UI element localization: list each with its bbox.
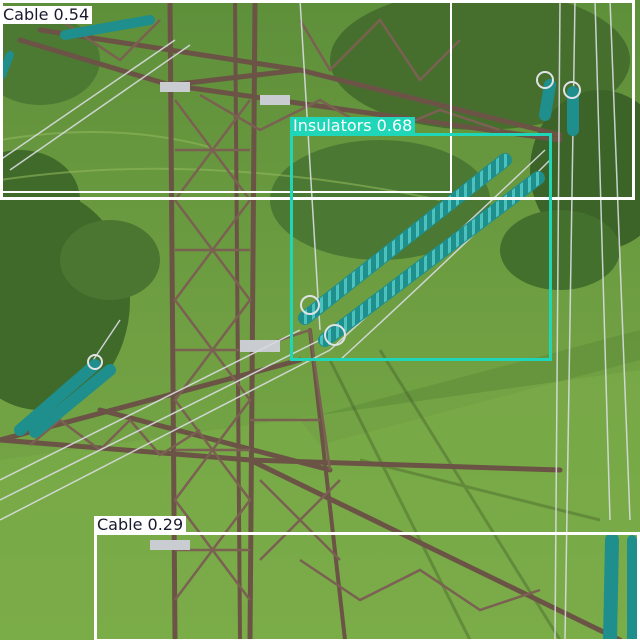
insulator-strings	[0, 15, 637, 640]
trees	[0, 0, 640, 410]
detection-box-cable-top-inner	[0, 0, 452, 193]
detection-label-cable-bottom: Cable 0.29	[94, 516, 187, 534]
detection-box-cable-bottom	[94, 532, 640, 640]
detection-label-cable-top: Cable 0.54	[0, 6, 93, 24]
detection-label-insulators: Insulators 0.68	[290, 117, 416, 135]
detection-box-insulators	[290, 133, 552, 361]
path-lines	[0, 131, 441, 201]
insulator-rings	[87, 71, 581, 370]
tower-shadow	[328, 349, 601, 640]
tower-plates	[150, 82, 290, 550]
